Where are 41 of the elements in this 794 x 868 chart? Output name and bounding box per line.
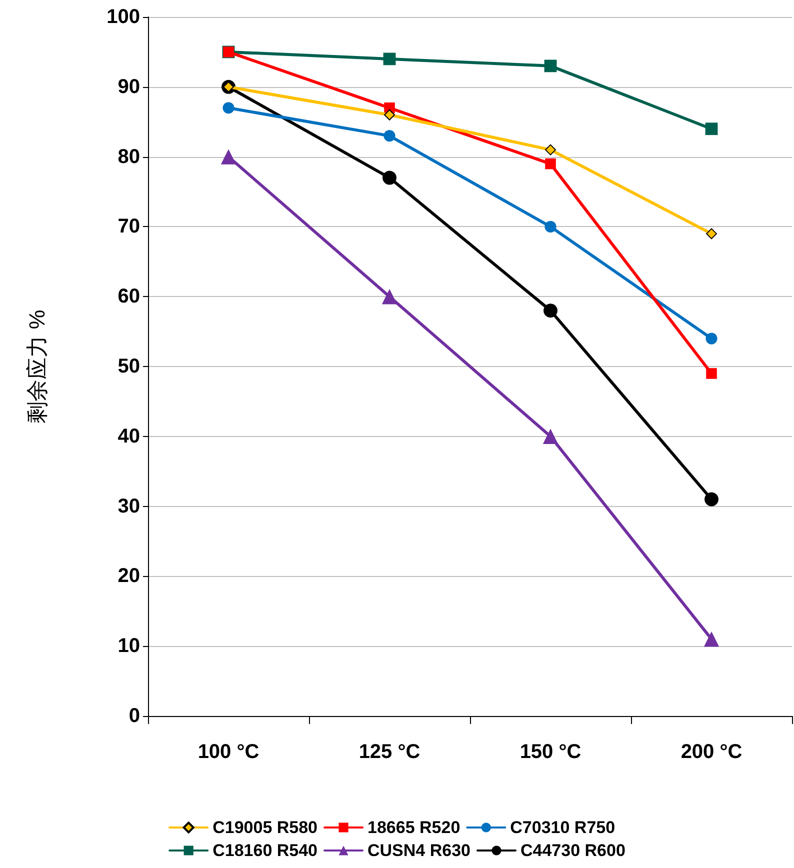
y-tick-label: 100 bbox=[106, 6, 140, 28]
point bbox=[704, 632, 720, 647]
point bbox=[220, 149, 236, 164]
point bbox=[384, 109, 395, 120]
legend-label: C44730 R600 bbox=[520, 841, 626, 860]
legend-label: C70310 R750 bbox=[510, 818, 616, 837]
legend-label: C18160 R540 bbox=[212, 841, 318, 860]
y-tick-label: 50 bbox=[118, 356, 140, 378]
y-tick-label: 80 bbox=[118, 146, 140, 168]
point bbox=[222, 102, 234, 114]
y-tick-label: 40 bbox=[118, 425, 140, 448]
point bbox=[544, 220, 556, 232]
y-tick-label: 10 bbox=[118, 635, 140, 658]
point bbox=[706, 228, 717, 240]
x-tick-label: 150 °C bbox=[520, 741, 582, 763]
point bbox=[542, 428, 558, 444]
legend-label: CUSN4 R630 bbox=[368, 841, 471, 860]
point bbox=[382, 170, 396, 185]
y-tick-label: 30 bbox=[118, 495, 140, 518]
point bbox=[706, 332, 718, 344]
x-tick-label: 200 °C bbox=[680, 741, 742, 763]
point bbox=[384, 130, 396, 142]
y-tick-label: 90 bbox=[118, 76, 140, 98]
point bbox=[704, 492, 718, 506]
y-tick-label: 60 bbox=[118, 286, 140, 308]
point bbox=[545, 144, 556, 156]
x-tick-label: 125 °C bbox=[358, 741, 420, 763]
point bbox=[545, 158, 556, 170]
point bbox=[544, 60, 557, 72]
y-tick-label: 70 bbox=[118, 216, 140, 238]
legend-label: C19005 R580 bbox=[212, 818, 318, 837]
y-axis-title: 剩余应力 % bbox=[24, 310, 50, 424]
point bbox=[544, 304, 558, 318]
point bbox=[706, 368, 717, 379]
x-tick-label: 100 °C bbox=[198, 741, 260, 763]
point bbox=[382, 289, 398, 304]
point bbox=[705, 122, 718, 136]
y-tick-label: 0 bbox=[128, 705, 140, 727]
legend-label: 18665 R520 bbox=[368, 818, 460, 837]
y-tick-label: 20 bbox=[118, 565, 140, 588]
point bbox=[383, 52, 396, 66]
